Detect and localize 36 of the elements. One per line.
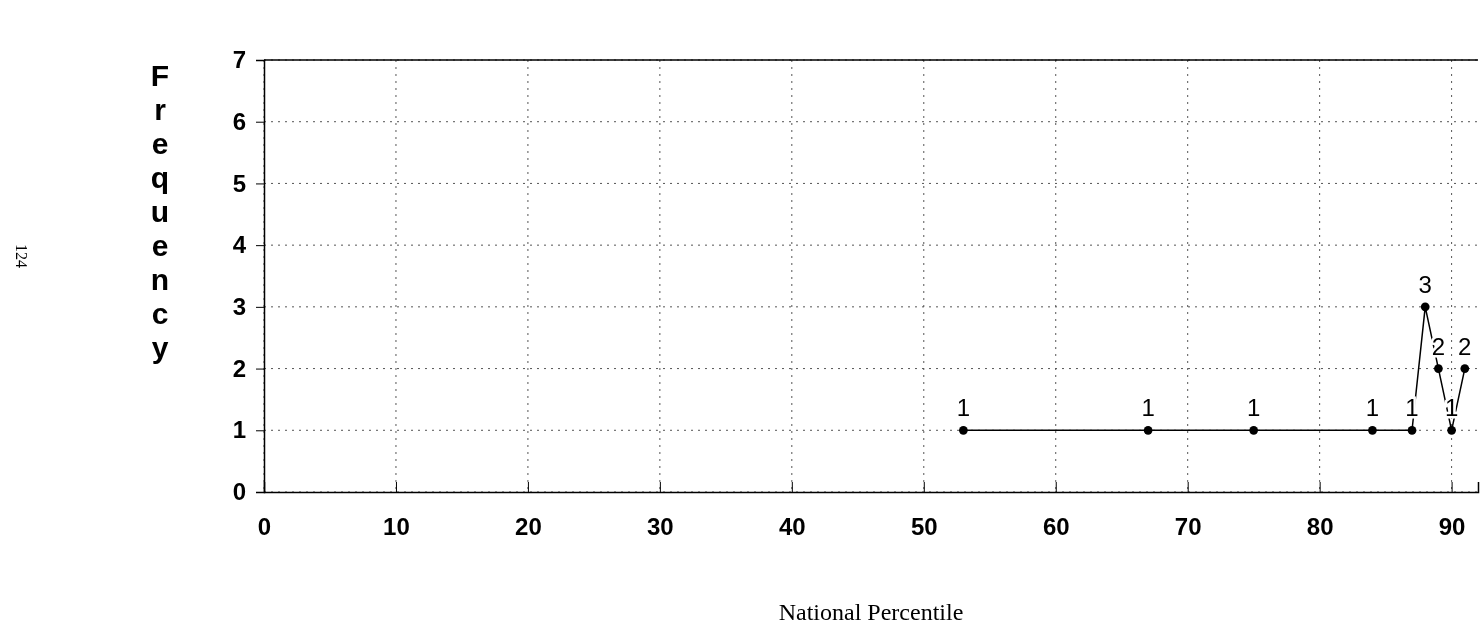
- data-label: 2: [1458, 332, 1472, 360]
- y-tick-label: 2: [232, 354, 246, 382]
- point: [1447, 425, 1456, 435]
- point: [1420, 302, 1430, 312]
- x-axis-title: National Percentile: [778, 599, 964, 625]
- x-tick-label: 10: [383, 513, 410, 541]
- data-label: 1: [1246, 394, 1261, 422]
- point: [1434, 364, 1443, 373]
- y-tick-label: 4: [232, 231, 247, 259]
- y-tick-label: 7: [232, 46, 246, 74]
- y-tick-label: 0: [232, 478, 246, 506]
- x-tick-label: 80: [1306, 513, 1334, 541]
- data-label: 1: [1141, 394, 1155, 422]
- text: Frequency: [150, 59, 170, 364]
- y-tick-label: 1: [232, 416, 246, 444]
- y-tick-label: 5: [232, 169, 246, 197]
- data-label: 1: [956, 394, 971, 422]
- x-tick-label: 20: [515, 513, 542, 541]
- point: [1407, 425, 1417, 435]
- x-tick-label: 40: [778, 513, 806, 541]
- y-tick-label: 3: [232, 293, 246, 321]
- x-tick-label: 50: [910, 513, 938, 541]
- x-tick-label: 70: [1174, 513, 1202, 541]
- data-label: 1: [1365, 394, 1380, 422]
- x-tick-label: 90: [1438, 513, 1466, 541]
- data-label: 3: [1418, 270, 1432, 298]
- point: [959, 425, 968, 435]
- point: [1460, 364, 1470, 373]
- y-tick-label: 6: [232, 107, 246, 135]
- x-tick-label: 30: [647, 513, 674, 541]
- x-tick-label: 60: [1042, 513, 1070, 541]
- text: 124: [13, 244, 30, 268]
- x-tick-label: 0: [257, 513, 272, 541]
- point: [1143, 425, 1153, 435]
- point: [1368, 425, 1377, 435]
- point: [1249, 425, 1259, 435]
